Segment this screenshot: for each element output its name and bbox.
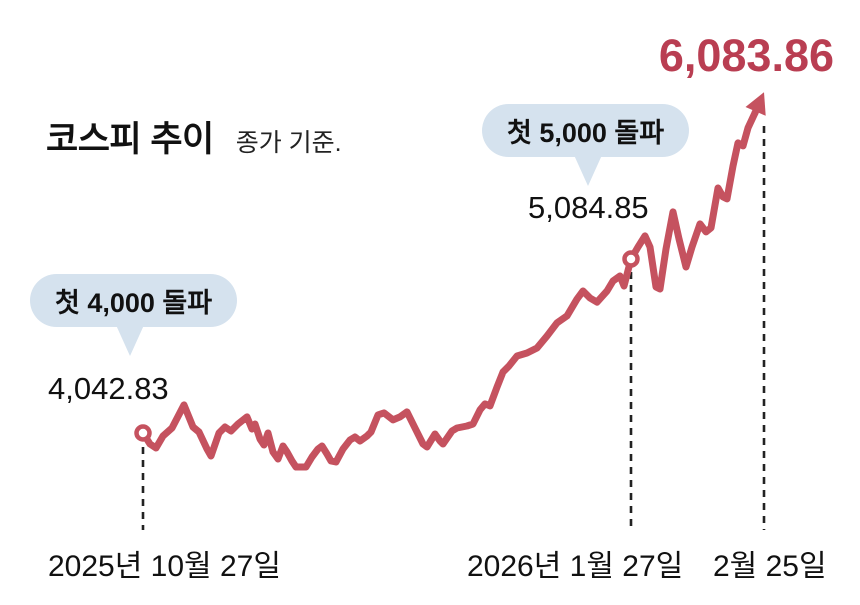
value-label-5084: 5,084.85 [528,190,649,225]
arrow-shaft [751,107,760,117]
chart-title: 코스피 추이 [46,120,214,159]
x-tick-2026-01-27: 2026년 1월 27일 [467,550,684,583]
callout-first-5000-label: 첫 5,000 돌파 [507,118,665,148]
callout-tail-down-icon [574,155,602,186]
callout-first-4000-label: 첫 4,000 돌파 [55,288,213,318]
callout-first-4000: 첫 4,000 돌파 [30,274,238,356]
trend-arrowhead-icon [745,92,766,116]
x-tick-2026-02-25: 2월 25일 [713,550,827,583]
x-tick-2025-10-27: 2025년 10월 27일 [48,550,281,583]
callout-tail-down-icon [116,325,144,356]
value-label-4042: 4,042.83 [48,371,169,406]
callout-first-5000: 첫 5,000 돌파 [482,104,690,186]
chart-title-row: 코스피 추이 종가 기준. [46,111,342,162]
marker-first-4000 [134,424,152,442]
latest-value-label: 6,083.86 [658,30,834,81]
price-line [139,109,759,471]
chart-subtitle: 종가 기준. [235,129,342,157]
marker-first-5000 [622,250,640,268]
